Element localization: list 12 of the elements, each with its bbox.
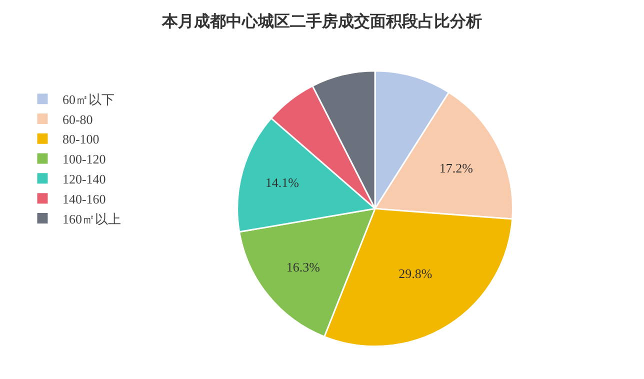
data-label: 17.2% — [439, 160, 474, 176]
legend-label: 160㎡以上 — [62, 211, 121, 226]
data-label: 29.8% — [398, 266, 432, 281]
legend-label: 80-100 — [62, 132, 100, 147]
chart-title: 本月成都中心城区二手房成交面积段占比分析 — [161, 11, 482, 30]
legend-label: 60-80 — [62, 112, 93, 127]
legend-label: 120-140 — [62, 172, 106, 186]
data-label: 14.1% — [265, 175, 300, 190]
legend-label: 60㎡以下 — [62, 92, 114, 107]
data-label: 16.3% — [286, 259, 320, 274]
legend-label: 100-120 — [62, 152, 106, 167]
legend-label: 140-160 — [62, 191, 106, 206]
